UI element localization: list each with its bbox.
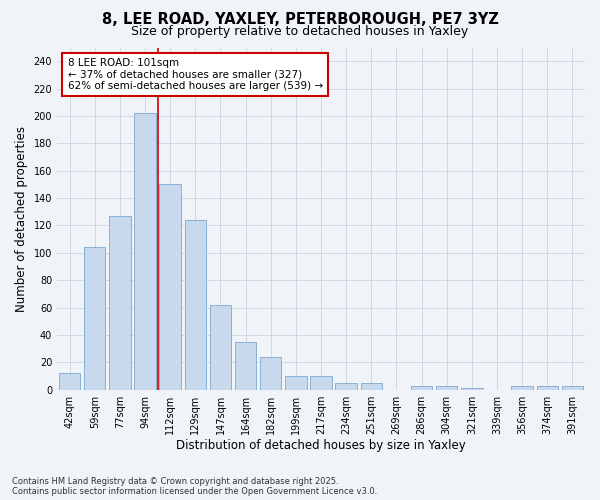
Y-axis label: Number of detached properties: Number of detached properties [15,126,28,312]
Bar [411,386,432,390]
Bar [461,388,482,390]
Bar [109,216,131,390]
Bar [134,113,156,390]
X-axis label: Distribution of detached houses by size in Yaxley: Distribution of detached houses by size … [176,440,466,452]
Bar [210,305,231,390]
Text: Size of property relative to detached houses in Yaxley: Size of property relative to detached ho… [131,25,469,38]
Text: 8, LEE ROAD, YAXLEY, PETERBOROUGH, PE7 3YZ: 8, LEE ROAD, YAXLEY, PETERBOROUGH, PE7 3… [101,12,499,28]
Bar [59,374,80,390]
Bar [160,184,181,390]
Bar [260,357,281,390]
Bar [361,383,382,390]
Text: Contains HM Land Registry data © Crown copyright and database right 2025.
Contai: Contains HM Land Registry data © Crown c… [12,476,377,496]
Bar [562,386,583,390]
Bar [185,220,206,390]
Bar [335,383,357,390]
Bar [235,342,256,390]
Text: 8 LEE ROAD: 101sqm
← 37% of detached houses are smaller (327)
62% of semi-detach: 8 LEE ROAD: 101sqm ← 37% of detached hou… [68,58,323,91]
Bar [511,386,533,390]
Bar [436,386,457,390]
Bar [84,248,106,390]
Bar [536,386,558,390]
Bar [285,376,307,390]
Bar [310,376,332,390]
